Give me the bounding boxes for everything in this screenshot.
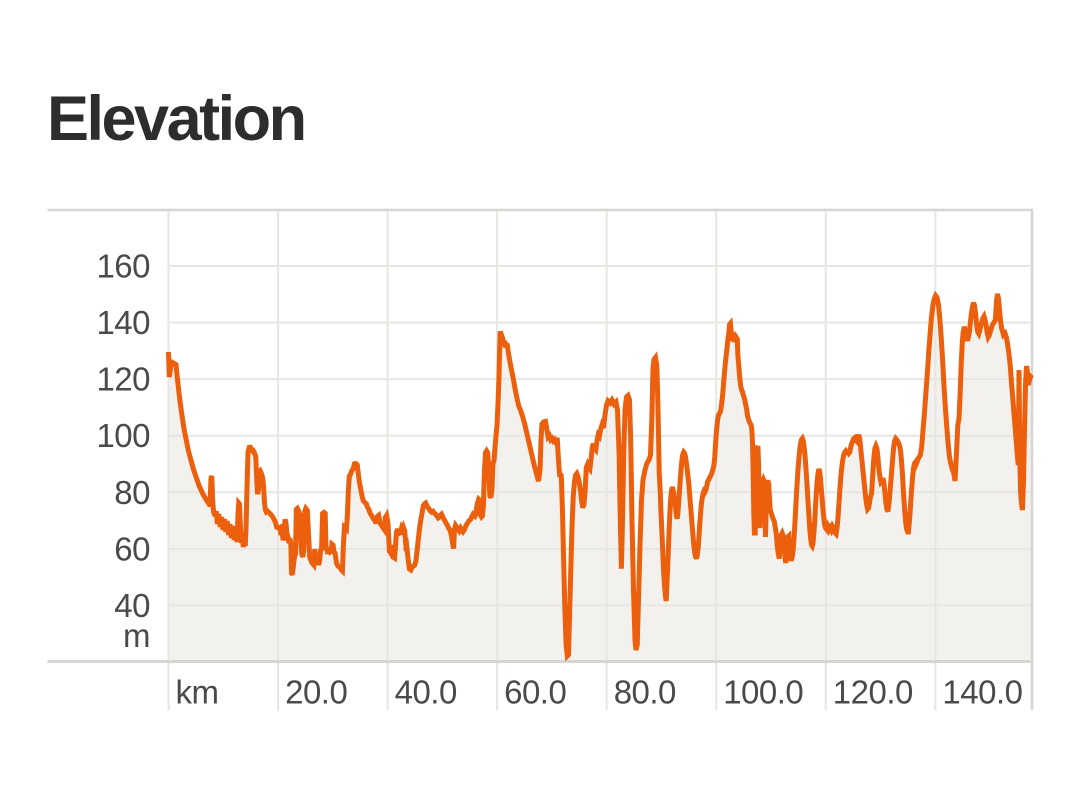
svg-text:km: km: [176, 674, 219, 711]
svg-text:40.0: 40.0: [395, 674, 457, 711]
svg-text:140.0: 140.0: [942, 674, 1022, 711]
svg-text:80.0: 80.0: [614, 674, 676, 711]
svg-text:60: 60: [114, 530, 150, 567]
svg-text:120: 120: [96, 361, 150, 398]
svg-text:100: 100: [96, 417, 150, 454]
svg-text:160: 160: [96, 248, 150, 285]
svg-text:20.0: 20.0: [285, 674, 347, 711]
svg-text:Elevation: Elevation: [47, 84, 305, 154]
svg-text:120.0: 120.0: [833, 674, 913, 711]
svg-text:40: 40: [114, 587, 150, 624]
svg-text:m: m: [123, 617, 150, 654]
svg-text:140: 140: [96, 304, 150, 341]
svg-text:100.0: 100.0: [723, 674, 803, 711]
svg-text:60.0: 60.0: [504, 674, 566, 711]
svg-text:80: 80: [114, 474, 150, 511]
